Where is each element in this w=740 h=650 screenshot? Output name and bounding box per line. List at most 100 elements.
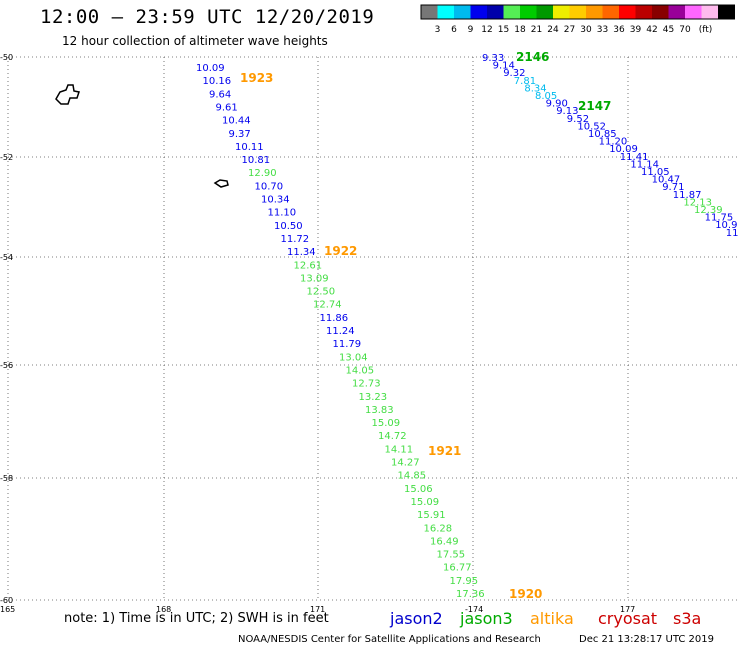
lat-lon-grid (7, 56, 740, 601)
time-label-1920: 1920 (509, 587, 542, 601)
scale-swatch (553, 5, 570, 19)
west-track-swh-label: 9.64 (209, 89, 231, 100)
east-track-swh-label: 10.47 (652, 175, 681, 186)
scale-label: 42 (646, 25, 657, 35)
scale-label: (ft) (699, 25, 713, 35)
lat-label: -52 (0, 153, 13, 162)
west-track-swh-label: 13.23 (359, 392, 388, 403)
lat-label: -54 (0, 253, 13, 262)
east-track-swh-label: 12.39 (694, 205, 723, 216)
west-track-swh-label: 17.36 (456, 589, 485, 600)
time-label-1922: 1922 (324, 244, 357, 258)
west-track-swh-label: 17.55 (437, 550, 466, 561)
east-track-swh-label: 9.13 (556, 106, 578, 117)
east-track-swh-label: 11 (726, 228, 739, 239)
east-track-swh-label: 11.14 (630, 159, 659, 170)
scale-swatch (470, 5, 487, 19)
lon-label: 168 (156, 605, 171, 614)
scale-swatch (635, 5, 652, 19)
west-track-swh-label: 14.11 (385, 444, 414, 455)
east-track-swh-label: 11.05 (641, 167, 670, 178)
time-label-2147: 2147 (578, 99, 611, 113)
west-track-swh-label: 11.79 (333, 339, 362, 350)
east-track-swh-label: 10.85 (588, 129, 617, 140)
east-track-swh-label: 7.81 (514, 76, 536, 87)
west-track-swh-label: 12.74 (313, 300, 342, 311)
scale-label: 33 (597, 25, 608, 35)
scale-label: 30 (580, 25, 592, 35)
west-track-swh-label: 15.91 (417, 510, 446, 521)
color-scale-bar (420, 4, 735, 20)
west-track-swh-label: 10.44 (222, 116, 251, 127)
east-track-swh-label: 8.05 (535, 91, 557, 102)
scale-swatch (586, 5, 603, 19)
scale-swatch (685, 5, 702, 19)
west-track-swh-label: 14.27 (391, 458, 420, 469)
lat-label: -60 (0, 596, 13, 605)
scale-label: 3 (435, 25, 441, 35)
lat-label: -56 (0, 361, 13, 370)
west-track-swh-label: 10.16 (203, 76, 232, 87)
west-track-swh-label: 15.09 (372, 418, 401, 429)
east-track-swh-label: 11.20 (599, 137, 628, 148)
scale-swatch (454, 5, 471, 19)
scale-label: 18 (514, 25, 526, 35)
scale-swatch (652, 5, 669, 19)
scale-label: 6 (451, 25, 457, 35)
east-track-swh-label: 11.41 (620, 152, 649, 163)
page-title: 12:00 — 23:59 UTC 12/20/2019 (40, 6, 375, 28)
east-track-swh-label: 10.52 (577, 121, 606, 132)
legend-cryosat: cryosat (598, 609, 658, 628)
west-track-swh-label: 14.05 (346, 365, 375, 376)
west-track-swh-label: 10.50 (274, 221, 303, 232)
lon-label: -174 (465, 605, 483, 614)
east-track-swh-label: 10.9 (715, 220, 737, 231)
lon-label: 177 (620, 605, 635, 614)
credit-text: NOAA/NESDIS Center for Satellite Applica… (238, 634, 541, 645)
generated-timestamp: Dec 21 13:28:17 UTC 2019 (579, 634, 714, 645)
legend-altika: altika (530, 609, 574, 628)
scale-swatch (536, 5, 553, 19)
west-track-swh-label: 12.73 (352, 379, 381, 390)
east-track-swh-label: 9.90 (546, 99, 568, 110)
west-track-swh-label: 13.09 (300, 273, 329, 284)
island-auckland (55, 84, 80, 105)
west-track-swh-label: 12.50 (307, 287, 336, 298)
west-track-swh-label: 10.70 (255, 181, 284, 192)
scale-swatch (437, 5, 454, 19)
swh-labels: 10.09 10.16 9.64 9.61 10.44 9.37 10.11 10.81 12.… (196, 50, 739, 601)
east-track-swh-label: 9.33 (482, 53, 504, 64)
west-track-swh-label: 10.81 (242, 155, 271, 166)
west-track-swh-label: 12.90 (248, 168, 277, 179)
scale-swatch (503, 5, 520, 19)
scale-swatch (619, 5, 636, 19)
scale-frame (420, 4, 735, 20)
legend-jason2: jason2 (390, 609, 443, 628)
islands (55, 84, 229, 188)
west-track-swh-label: 11.24 (326, 326, 355, 337)
scale-label: 45 (663, 25, 674, 35)
west-track-swh-label: 10.11 (235, 142, 264, 153)
west-track-swh-label: 16.77 (443, 563, 472, 574)
scale-label: 12 (481, 25, 492, 35)
time-label-2146: 2146 (516, 50, 549, 64)
west-track-swh-label: 16.49 (430, 536, 459, 547)
scale-label: 27 (564, 25, 575, 35)
west-track-swh-label: 10.34 (261, 195, 290, 206)
west-track-swh-label: 11.34 (287, 247, 316, 258)
scale-swatch (421, 5, 438, 19)
west-track-swh-label: 14.72 (378, 431, 407, 442)
footer-note: note: 1) Time is in UTC; 2) SWH is in fe… (64, 611, 329, 626)
scale-swatch (701, 5, 718, 19)
scale-label: 15 (498, 25, 509, 35)
time-label-1923: 1923 (240, 71, 273, 85)
west-track-swh-label: 9.37 (229, 129, 251, 140)
scale-swatch (487, 5, 504, 19)
west-track-swh-label: 15.06 (404, 484, 433, 495)
lat-label: -50 (0, 53, 13, 62)
east-track-swh-label: 8.34 (524, 83, 546, 94)
scale-label: 9 (468, 25, 474, 35)
lon-label: 171 (310, 605, 325, 614)
